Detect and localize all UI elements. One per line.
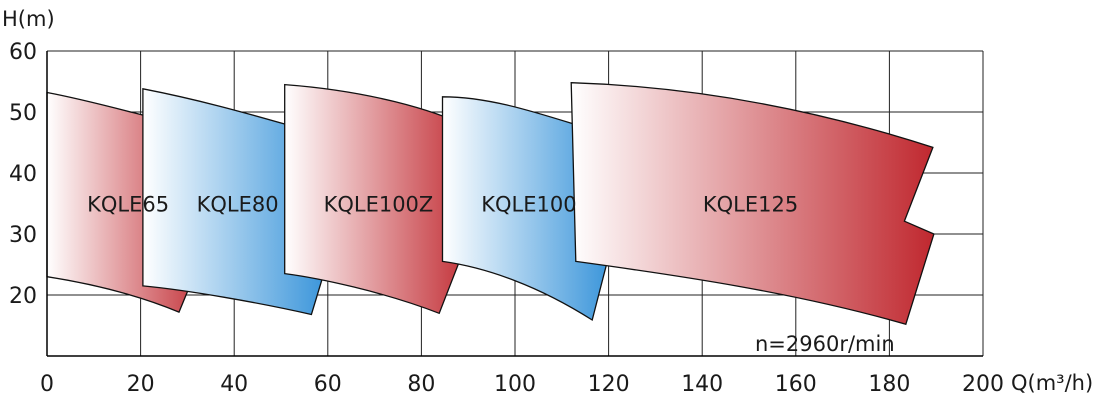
x-tick-label: 20 [127, 372, 155, 397]
region-kqle125 [570, 82, 935, 326]
region-label: KQLE80 [197, 193, 279, 217]
axes: 20 30 40 50 60 0 20 40 60 80 100 120 140 160 180 200 [9, 40, 1004, 397]
y-tick-label: 30 [9, 223, 37, 248]
x-tick-label: 160 [775, 372, 817, 397]
region-label: KQLE65 [87, 193, 169, 217]
pump-regions [46, 82, 935, 326]
y-tick-label: 60 [9, 40, 37, 65]
y-tick-label: 50 [9, 101, 37, 126]
y-axis-title: H(m) [2, 7, 55, 31]
x-tick-label: 180 [868, 372, 910, 397]
region-labels: KQLE65 KQLE80 KQLE100Z KQLE100 KQLE125 [87, 193, 798, 217]
region-label: KQLE125 [703, 193, 798, 217]
x-tick-label: 120 [588, 372, 630, 397]
region-label: KQLE100 [481, 193, 576, 217]
x-tick-label: 0 [40, 372, 54, 397]
x-tick-label: 100 [494, 372, 536, 397]
speed-annotation: n=2960r/min [755, 332, 895, 356]
x-tick-label: 40 [220, 372, 248, 397]
x-tick-label: 80 [407, 372, 435, 397]
x-tick-label: 60 [314, 372, 342, 397]
x-tick-label: 200 [962, 372, 1004, 397]
x-axis-title: Q(m³/h) [1011, 371, 1093, 395]
y-tick-label: 20 [9, 284, 37, 309]
y-tick-label: 40 [9, 162, 37, 187]
x-tick-label: 140 [681, 372, 723, 397]
region-label: KQLE100Z [324, 193, 434, 217]
